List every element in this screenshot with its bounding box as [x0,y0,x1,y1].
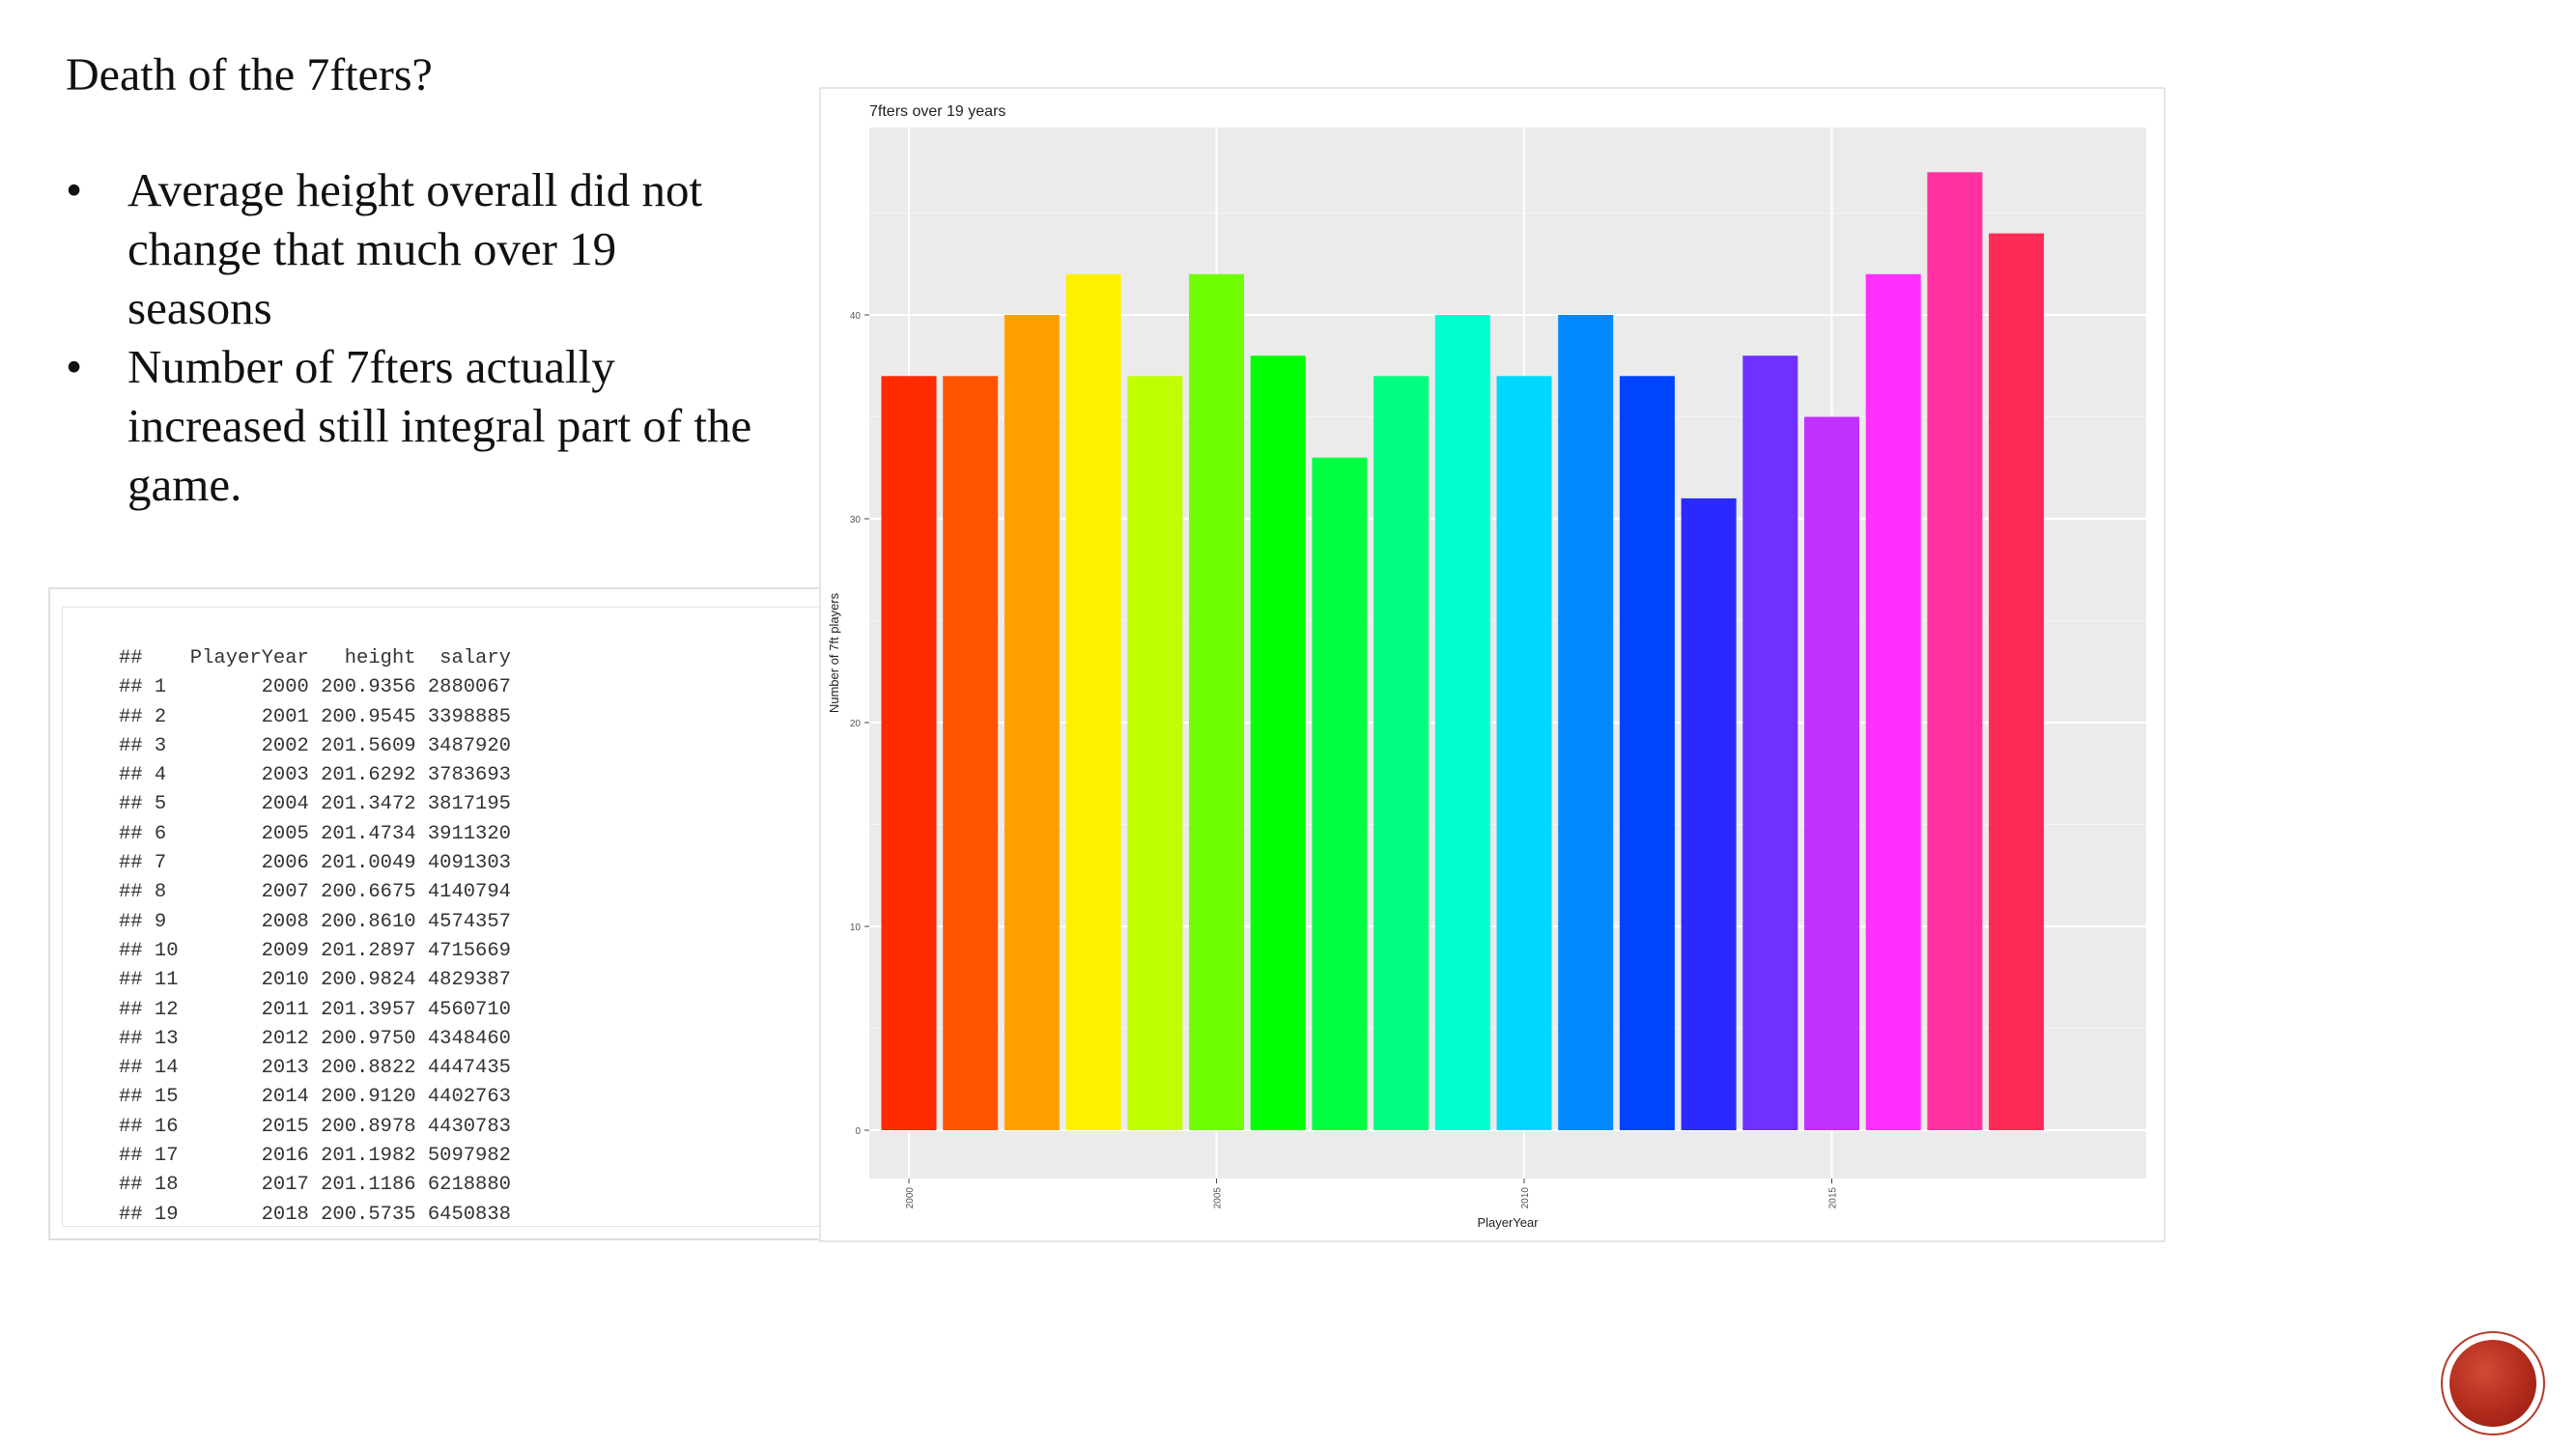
bullet-text: Number of 7fters actually increased stil… [127,340,752,511]
bullet-list: • Average height overall did not change … [66,160,761,514]
bar-2012 [1619,376,1675,1130]
r-output-row: ## 17 2016 201.1982 5097982 [119,1145,511,1168]
bar-2005 [1189,273,1244,1130]
y-tick-label: 30 [850,515,862,526]
r-output-row: ## 10 2009 201.2897 4715669 [119,939,511,962]
bar-2017 [1927,172,1983,1131]
y-tick-label: 10 [850,923,862,933]
r-output-row: ## 12 2011 201.3957 4560710 [119,998,511,1021]
bar-2016 [1865,273,1921,1130]
x-tick-label: 2015 [1828,1187,1839,1209]
bullet-dot-icon: • [66,340,83,393]
bar-2010 [1496,376,1552,1130]
bar-chart: 7fters over 19 years 0 10 20 30 40 2000 2005 201… [827,103,2146,1230]
r-output-row: ## 14 2013 200.8822 4447435 [119,1057,511,1080]
bar-2000 [881,376,937,1130]
bar-2015 [1804,416,1859,1130]
bar-2006 [1250,355,1306,1130]
r-output-row: ## 19 2018 200.5735 6450838 [119,1203,511,1226]
bar-2008 [1373,376,1430,1130]
x-tick-label: 2010 [1520,1187,1531,1209]
logo-badge [2441,1331,2545,1435]
r-output-row: ## 7 2006 201.0049 4091303 [119,852,511,875]
r-output-row: ## 1 2000 200.9356 2880067 [119,676,511,699]
bar-2003 [1065,273,1121,1130]
r-output-inner: ## PlayerYear height salary ## 1 2000 20… [62,607,821,1227]
bar-2018 [1989,233,2045,1131]
r-output-row: ## 4 2003 201.6292 3783693 [119,764,511,787]
r-output-row: ## 6 2005 201.4734 3911320 [119,822,511,845]
x-axis-label: PlayerYear [1477,1215,1539,1230]
x-tick-label: 2005 [1213,1187,1224,1209]
bullet-text: Average height overall did not change th… [127,163,703,334]
bar-2002 [1004,315,1060,1130]
bullet-dot-icon: • [66,163,83,216]
r-output-row: ## 3 2002 201.5609 3487920 [119,734,511,757]
bar-2004 [1127,376,1183,1130]
bar-2009 [1434,315,1490,1130]
bar-2001 [943,376,999,1130]
y-tick-label: 40 [850,311,862,322]
slide-title: Death of the 7fters? [66,49,433,100]
bar-2007 [1312,457,1368,1130]
r-output-row: ## 13 2012 200.9750 4348460 [119,1027,511,1050]
r-output-header: ## PlayerYear height salary [119,647,511,669]
bar-2011 [1558,315,1614,1130]
logo-icon [2449,1340,2536,1427]
y-tick-label: 20 [850,719,862,729]
r-output-row: ## 5 2004 201.3472 3817195 [119,793,511,816]
chart-title: 7fters over 19 years [869,103,1005,120]
bullet-item: • Number of 7fters actually increased st… [66,337,761,514]
bar-2013 [1681,497,1737,1130]
r-output-table: ## PlayerYear height salary ## 1 2000 20… [119,644,511,1230]
r-output-row: ## 18 2017 201.1186 6218880 [119,1174,511,1197]
bar-2014 [1742,355,1798,1130]
bullet-item: • Average height overall did not change … [66,160,761,337]
r-output-panel: ## PlayerYear height salary ## 1 2000 20… [48,587,825,1240]
r-output-row: ## 8 2007 200.6675 4140794 [119,881,511,904]
r-output-row: ## 2 2001 200.9545 3398885 [119,705,511,728]
r-output-row: ## 16 2015 200.8978 4430783 [119,1115,511,1138]
x-tick-label: 2000 [905,1187,916,1209]
chart-frame: 7fters over 19 years 0 10 20 30 40 2000 2005 201… [819,87,2166,1242]
y-tick-label: 0 [855,1126,861,1137]
r-output-row: ## 9 2008 200.8610 4574357 [119,910,511,933]
r-output-row: ## 15 2014 200.9120 4402763 [119,1086,511,1109]
r-output-row: ## 11 2010 200.9824 4829387 [119,969,511,992]
y-axis-label: Number of 7ft players [827,592,841,713]
